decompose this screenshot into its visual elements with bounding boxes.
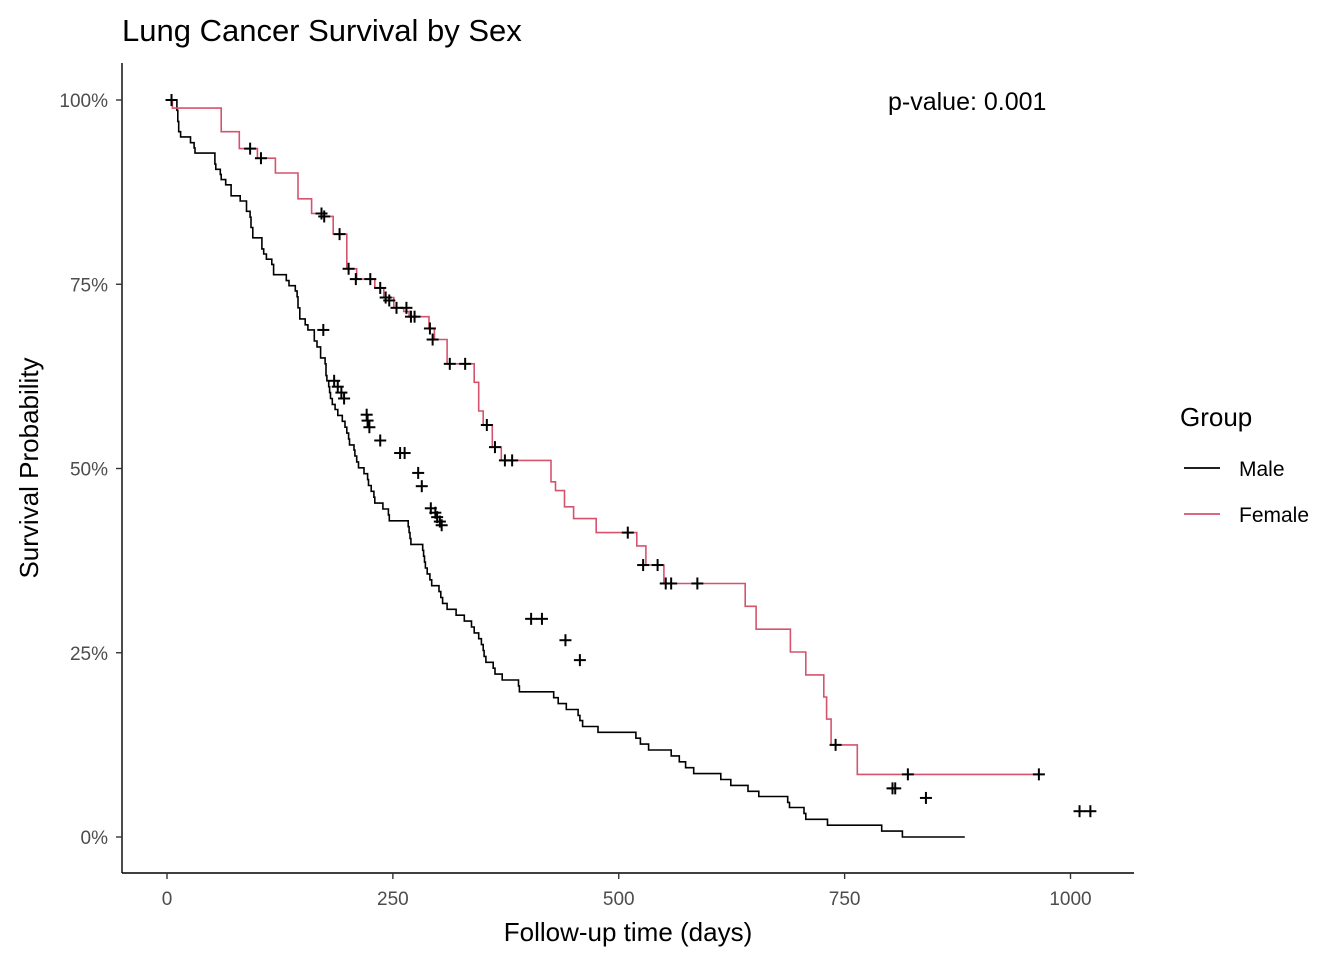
censor-mark-male xyxy=(317,323,330,336)
censor-mark-female xyxy=(400,301,413,314)
y-tick-label: 0% xyxy=(81,828,109,849)
censor-mark-female xyxy=(333,228,346,241)
censor-mark-male xyxy=(335,386,348,399)
censor-mark-female xyxy=(665,577,678,590)
censor-mark-female xyxy=(480,419,493,432)
survival-curve-female xyxy=(167,99,1039,776)
legend-label-female: Female xyxy=(1239,504,1309,527)
censor-mark-female xyxy=(901,768,914,781)
x-tick-label: 1000 xyxy=(1049,889,1091,910)
censor-mark-male xyxy=(573,654,586,667)
p-value-annotation: p-value: 0.001 xyxy=(888,88,1046,116)
censor-mark-female xyxy=(829,738,842,751)
censor-mark-female xyxy=(459,357,472,370)
survival-curve-male xyxy=(167,99,965,838)
censor-mark-male xyxy=(338,392,351,405)
x-axis-ticks: 0 250 500 750 1000 xyxy=(162,873,1092,910)
y-tick-label: 50% xyxy=(70,460,108,481)
x-tick-label: 0 xyxy=(162,889,173,910)
censor-mark-female xyxy=(426,333,439,346)
chart-title: Lung Cancer Survival by Sex xyxy=(122,13,522,48)
censor-mark-male xyxy=(535,612,548,625)
censor-mark-male xyxy=(1084,805,1097,818)
censor-mark-female xyxy=(1032,768,1045,781)
censor-mark-female xyxy=(318,210,331,223)
censor-mark-female xyxy=(383,294,396,307)
censor-mark-female xyxy=(637,559,650,572)
censor-mark-male xyxy=(435,519,448,532)
censor-mark-female xyxy=(408,310,421,323)
censor-mark-female xyxy=(315,207,328,220)
x-axis-title: Follow-up time (days) xyxy=(504,917,753,947)
censor-mark-male xyxy=(525,612,538,625)
legend-items: Male Female xyxy=(1184,458,1309,527)
censor-mark-male xyxy=(165,94,178,106)
censor-mark-male xyxy=(374,434,387,447)
x-tick-label: 250 xyxy=(377,889,409,910)
y-tick-label: 25% xyxy=(70,644,108,665)
censor-mark-female xyxy=(488,441,501,454)
y-axis-ticks: 0% 25% 50% 75% 100% xyxy=(59,91,122,849)
censor-mark-female xyxy=(374,281,387,294)
censor-mark-male xyxy=(398,447,411,460)
censor-mark-male xyxy=(415,480,428,493)
censor-mark-male xyxy=(889,782,902,795)
censor-mark-female xyxy=(254,152,267,165)
censor-mark-female xyxy=(364,273,377,286)
censor-mark-male xyxy=(919,791,932,804)
x-tick-label: 500 xyxy=(603,889,635,910)
censor-mark-female xyxy=(651,559,664,572)
censor-mark-female xyxy=(423,322,436,335)
censor-marks-layer xyxy=(165,94,1097,818)
censor-mark-female xyxy=(349,273,362,286)
censor-mark-male xyxy=(363,421,376,434)
censor-mark-female xyxy=(621,526,634,539)
legend: Group Male Female xyxy=(1180,402,1309,527)
y-axis-title: Survival Probability xyxy=(14,357,44,578)
legend-title: Group xyxy=(1180,402,1252,432)
legend-label-male: Male xyxy=(1239,458,1285,481)
censor-mark-male xyxy=(412,466,425,479)
censor-mark-female xyxy=(691,577,704,590)
censor-mark-female xyxy=(342,262,355,275)
y-tick-label: 100% xyxy=(59,91,108,112)
censor-mark-male xyxy=(559,634,572,647)
censor-mark-female xyxy=(443,357,456,370)
censor-mark-female xyxy=(244,142,257,155)
x-tick-label: 750 xyxy=(829,889,861,910)
y-tick-label: 75% xyxy=(70,275,108,296)
censor-mark-male xyxy=(1073,805,1086,818)
series-layer xyxy=(167,99,1039,838)
censor-mark-male xyxy=(361,414,374,427)
censor-mark-female xyxy=(506,454,519,467)
